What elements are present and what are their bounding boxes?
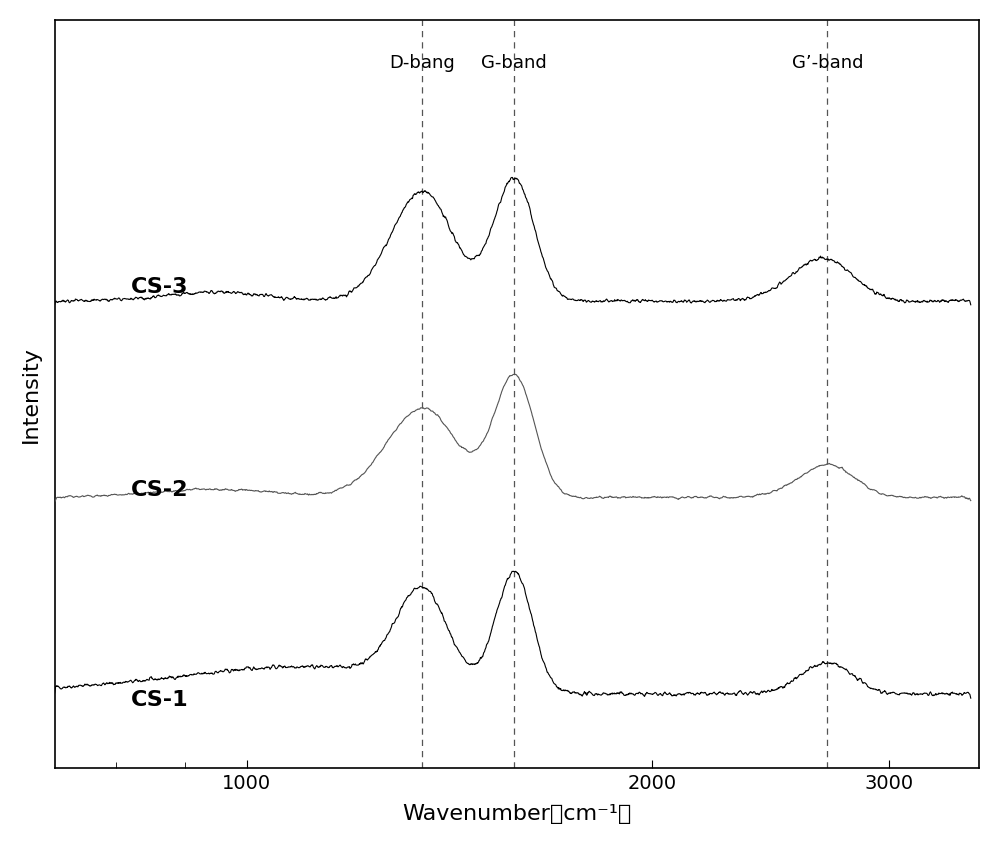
Text: CS-2: CS-2 [131,479,188,500]
Text: CS-3: CS-3 [131,276,188,296]
Text: G’-band: G’-band [792,53,863,72]
Y-axis label: Intensity: Intensity [21,346,41,443]
Text: D-bang: D-bang [389,53,455,72]
X-axis label: Wavenumber（cm⁻¹）: Wavenumber（cm⁻¹） [402,803,632,823]
Text: G-band: G-band [481,53,547,72]
Text: CS-1: CS-1 [131,690,188,709]
